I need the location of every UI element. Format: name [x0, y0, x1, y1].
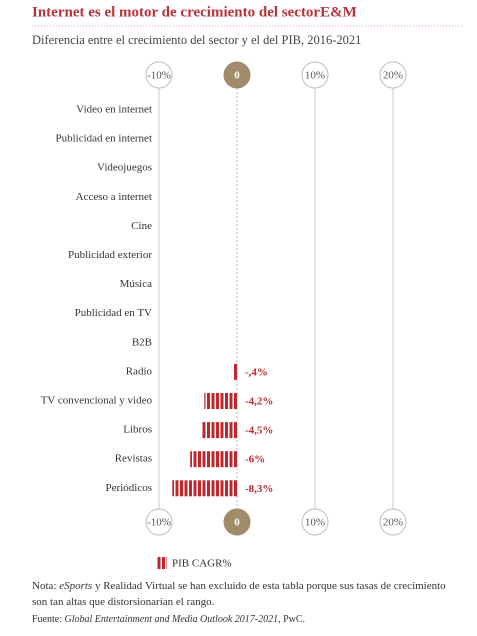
value-label: -4,5%	[245, 425, 273, 437]
tick-circle	[145, 508, 173, 536]
note-text: eSports	[59, 580, 93, 592]
value-label: -,4%	[245, 366, 268, 378]
x-tick-label: 20%	[383, 517, 403, 529]
x-tick-label: 0	[234, 517, 240, 529]
bar	[204, 393, 237, 409]
category-label: B2B	[132, 336, 152, 348]
bar	[172, 480, 237, 497]
tick-circle	[301, 61, 329, 89]
note-text: Nota:	[32, 580, 60, 592]
category-label: TV convencional y video	[41, 395, 153, 407]
source-text: , PwC.	[278, 614, 306, 625]
source: Fuente: Global Entertainment and Media O…	[32, 614, 305, 625]
x-tick-label: 0	[234, 70, 240, 82]
x-tick-label: 10%	[305, 517, 325, 529]
x-tick-label: 10%	[305, 70, 325, 82]
tick-circle	[301, 508, 329, 536]
tick-circle	[223, 61, 251, 89]
x-tick-label: 20%	[383, 70, 403, 82]
source-text: Fuente:	[32, 614, 65, 625]
category-label: Libros	[123, 424, 152, 436]
tick-circle	[379, 508, 407, 536]
tick-circle	[379, 61, 407, 89]
category-label: Revistas	[115, 453, 152, 465]
legend-label: PIB CAGR%	[172, 558, 232, 570]
note: Nota: eSports y Realidad Virtual se han …	[32, 578, 452, 610]
category-label: Publicidad en internet	[55, 133, 152, 145]
tick-circle	[223, 508, 251, 536]
chart-title: Internet es el motor de crecimiento del …	[32, 4, 357, 20]
bar	[190, 451, 237, 468]
value-label: -6%	[245, 454, 265, 466]
category-label: Acceso a internet	[76, 191, 152, 203]
bar	[233, 363, 237, 380]
category-label: Periódicos	[106, 482, 152, 494]
x-tick-label: -10%	[147, 517, 171, 529]
category-label: Video en internet	[76, 104, 152, 116]
bar	[201, 422, 237, 439]
category-label: Publicidad exterior	[68, 249, 152, 261]
category-label: Música	[120, 278, 153, 290]
x-tick-label: -10%	[147, 70, 171, 82]
value-label: -8,3%	[245, 483, 273, 495]
category-label: Videojuegos	[97, 162, 152, 174]
source-text: Global Entertainment and Media Outlook 2…	[64, 614, 279, 625]
note-text: y Realidad Virtual se han excluido de es…	[32, 580, 446, 608]
value-label: -4,2%	[245, 396, 273, 408]
category-label: Publicidad en TV	[75, 307, 152, 319]
category-label: Cine	[131, 220, 152, 232]
legend-swatch	[156, 557, 167, 569]
category-label: Radio	[126, 365, 153, 377]
tick-circle	[145, 61, 173, 89]
chart-subtitle: Diferencia entre el crecimiento del sect…	[32, 33, 361, 47]
